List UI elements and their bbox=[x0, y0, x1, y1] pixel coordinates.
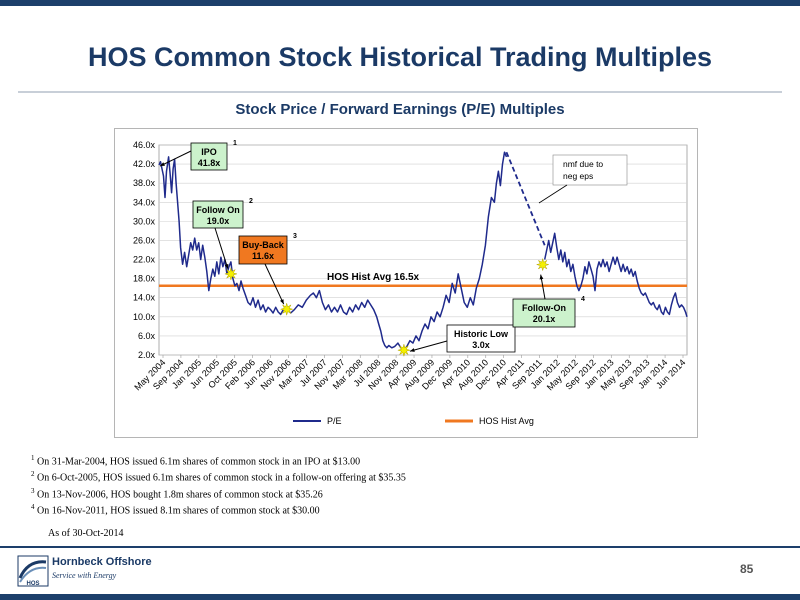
ipo-arrow bbox=[159, 150, 192, 167]
legend-pe-label: P/E bbox=[327, 416, 342, 426]
buy-back-annotation-footnote-ref: 3 bbox=[293, 233, 297, 240]
average-line-group: HOS Hist Avg 16.5x bbox=[159, 272, 687, 288]
legend-avg-label: HOS Hist Avg bbox=[479, 416, 534, 426]
page-title: HOS Common Stock Historical Trading Mult… bbox=[87, 42, 713, 72]
footnote-2: 2 On 6-Oct-2005, HOS issued 6.1m shares … bbox=[31, 470, 406, 484]
historic-low-arrow-head bbox=[409, 348, 415, 352]
historic-low-annotation-value: 3.0x bbox=[472, 340, 490, 350]
nmf-note-box bbox=[552, 154, 628, 186]
nmf-note-pointer bbox=[538, 184, 568, 204]
ipo-arrow-head bbox=[160, 162, 165, 167]
follow-on-2011-annotation-value: 20.1x bbox=[533, 314, 556, 324]
buy-back-arrow bbox=[264, 263, 285, 305]
y-tick-label: 38.0x bbox=[133, 178, 156, 188]
y-tick-label: 42.0x bbox=[133, 159, 156, 169]
historic-low-annotation-label: Historic Low bbox=[454, 329, 509, 339]
ipo-annotation-footnote-ref: 1 bbox=[233, 140, 237, 147]
footnote-1: 1 On 31-Mar-2004, HOS issued 6.1m shares… bbox=[31, 454, 361, 468]
follow-on-2005-annotation-box bbox=[192, 200, 244, 229]
follow-on-2011-annotation-box bbox=[512, 298, 576, 328]
ipo-annotation-label: IPO bbox=[201, 147, 217, 157]
ipo-annotation-box bbox=[190, 142, 228, 171]
average-label: HOS Hist Avg 16.5x bbox=[327, 272, 420, 283]
y-tick-label: 30.0x bbox=[133, 216, 156, 226]
follow-on-2005-arrow bbox=[214, 227, 229, 270]
y-tick-label: 34.0x bbox=[133, 197, 156, 207]
y-tick-label: 14.0x bbox=[133, 293, 156, 303]
ipo-annotation-value: 41.8x bbox=[198, 158, 221, 168]
y-tick-label: 2.0x bbox=[138, 350, 156, 360]
follow-on-2005-annotation-value: 19.0x bbox=[207, 216, 230, 226]
buy-back-annotation-box bbox=[238, 235, 288, 265]
historic-low-marker bbox=[396, 343, 411, 358]
buy-back-annotation-label: Buy-Back bbox=[242, 240, 285, 250]
follow-on-2005-annotation-footnote-ref: 2 bbox=[249, 198, 253, 205]
logo-tagline: Service with Energy bbox=[52, 571, 117, 580]
gap-dashed-line bbox=[505, 151, 546, 246]
top-bar bbox=[0, 0, 800, 6]
historic-low-annotation-box bbox=[446, 324, 516, 353]
y-tick-label: 6.0x bbox=[138, 331, 156, 341]
series-line-pe-2 bbox=[543, 232, 688, 318]
gridlines bbox=[158, 144, 688, 356]
buy-back-marker bbox=[279, 302, 294, 317]
legend: P/E HOS Hist Avg bbox=[293, 416, 534, 426]
follow-on-2005-arrow-head bbox=[224, 263, 229, 269]
y-tick-label: 46.0x bbox=[133, 140, 156, 150]
footnotes: 1 On 31-Mar-2004, HOS issued 6.1m shares… bbox=[31, 452, 406, 517]
y-tick-label: 18.0x bbox=[133, 274, 156, 284]
follow-on-2011-arrow-head bbox=[539, 274, 544, 280]
follow-on-2011-annotation-label: Follow-On bbox=[522, 303, 566, 313]
nmf-note-line-2: neg eps bbox=[563, 171, 593, 181]
series-line-pe-1 bbox=[158, 151, 508, 351]
follow-on-2005-annotation-label: Follow On bbox=[196, 205, 240, 215]
y-tick-label: 10.0x bbox=[133, 312, 156, 322]
follow-on-2011-annotation-footnote-ref: 4 bbox=[581, 296, 585, 303]
logo-mark: HOS bbox=[26, 581, 39, 587]
buy-back-arrow-head bbox=[280, 299, 284, 305]
footnote-4: 4 On 16-Nov-2011, HOS issued 8.1m shares… bbox=[31, 502, 320, 517]
buy-back-annotation-value: 11.6x bbox=[252, 251, 274, 261]
follow-on-2011-marker bbox=[535, 257, 550, 272]
as-of-date: As of 30-Oct-2014 bbox=[48, 528, 124, 539]
series-group bbox=[158, 151, 688, 351]
y-axis: 46.0x 42.0x 38.0x 34.0x 30.0x 26.0x 22.0x 18.0x… bbox=[133, 140, 156, 360]
footnote-3: 3 On 13-Nov-2006, HOS bought 1.8m shares… bbox=[31, 486, 323, 500]
bottom-bar bbox=[0, 594, 800, 600]
title-divider bbox=[18, 91, 782, 93]
page-number: 85 bbox=[740, 562, 754, 576]
follow-on-2005-marker bbox=[223, 266, 238, 281]
y-tick-label: 26.0x bbox=[133, 235, 156, 245]
logo-name: Hornbeck Offshore bbox=[52, 556, 152, 568]
historic-low-arrow bbox=[409, 340, 448, 352]
company-logo-icon: HOS bbox=[17, 555, 49, 587]
pe-chart: 46.0x42.0x38.0x34.0x30.0x26.0x22.0x18.0x… bbox=[132, 140, 688, 426]
y-tick-label: 22.0x bbox=[133, 255, 156, 265]
chart-container: 46.0x 42.0x 38.0x 34.0x 30.0x 26.0x 22.0x 18.0x… bbox=[114, 128, 698, 438]
chart-title: Stock Price / Forward Earnings (P/E) Mul… bbox=[235, 101, 565, 118]
footer-divider bbox=[0, 546, 800, 548]
nmf-note-line-1: nmf due to bbox=[563, 159, 603, 169]
